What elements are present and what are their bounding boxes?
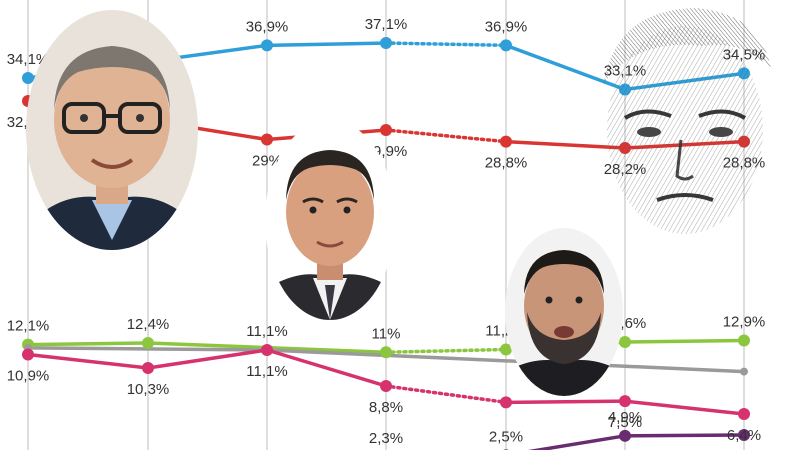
series-1-segment: [265, 41, 388, 48]
series-1-point: [22, 72, 34, 84]
series-5-point: [261, 344, 273, 356]
series-5-segment: [146, 348, 269, 370]
series-5-segment: [26, 352, 150, 370]
series-6-point: [619, 429, 631, 442]
series-5-data-label: 11,1%: [246, 363, 287, 380]
series-6-data-label: 2,5%: [489, 428, 523, 445]
series-2-point: [500, 135, 512, 148]
series-5-point: [619, 395, 631, 408]
series-3-point: [738, 334, 750, 347]
series-3-data-label: 11%: [372, 325, 401, 342]
series-5-data-label: 10,9%: [7, 368, 50, 385]
series-2-segment: [384, 128, 508, 144]
series-5-segment: [265, 348, 388, 388]
series-3-segment: [384, 347, 508, 354]
series-6-data-label: 5%: [733, 448, 755, 450]
series-5-segment: [623, 399, 746, 416]
series-6-segment: [623, 433, 746, 438]
series-3-point: [380, 346, 392, 359]
series-1-data-label: 37,1%: [365, 16, 408, 33]
series-5-segment: [384, 384, 508, 405]
series-1-data-label: 36,9%: [246, 18, 289, 35]
series-3-segment: [623, 338, 746, 344]
series-4-segment: [265, 348, 746, 374]
series-6-point: [738, 429, 750, 441]
chart-data-labels: 34,1%36,9%37,1%36,9%33,1%34,5%32,1%29%29…: [7, 16, 766, 450]
bearded-man-portrait-icon: [505, 228, 623, 396]
series-5-data-label: 6,4%: [727, 427, 761, 444]
series-5-data-label: 10,3%: [127, 381, 170, 398]
series-5-point: [380, 380, 392, 392]
series-3-point: [619, 336, 631, 348]
series-5-data-label: 8,8%: [369, 399, 403, 416]
series-1-data-label: 36,9%: [485, 18, 528, 35]
series-6-data-label: 2,3%: [369, 430, 403, 447]
series-1-point: [261, 39, 273, 52]
series-5-data-label: 7,5%: [608, 414, 642, 431]
series-5-segment: [504, 399, 627, 405]
man-glasses-portrait-icon: [26, 10, 198, 250]
series-1-point: [500, 39, 512, 52]
series-1-data-label: 34,1%: [7, 51, 50, 68]
series-3-segment: [26, 341, 150, 347]
series-5-point: [142, 362, 154, 374]
series-3-data-label: 12,4%: [127, 316, 170, 333]
series-2-segment: [504, 139, 627, 150]
series-3-data-label: 12,1%: [7, 318, 50, 335]
series-2-point: [261, 133, 273, 146]
series-3-point: [500, 343, 512, 356]
series-1-segment: [384, 41, 508, 48]
series-2-data-label: 28,8%: [485, 155, 528, 172]
series-3-point: [142, 337, 154, 349]
series-5-point: [738, 408, 750, 420]
series-6-data-label: 4,9%: [608, 409, 642, 426]
series-4-point: [740, 367, 748, 376]
series-6-segment: [527, 434, 627, 450]
series-4-data-label: 11,1%: [246, 323, 287, 340]
series-1-point: [380, 37, 392, 49]
man-suit-portrait-icon: [265, 120, 395, 320]
series-2-point: [380, 124, 392, 136]
engraved-portrait-icon: [585, 0, 785, 248]
series-5-point: [22, 348, 34, 361]
series-5-point: [500, 396, 512, 409]
series-3-data-label: 12,9%: [723, 314, 766, 331]
